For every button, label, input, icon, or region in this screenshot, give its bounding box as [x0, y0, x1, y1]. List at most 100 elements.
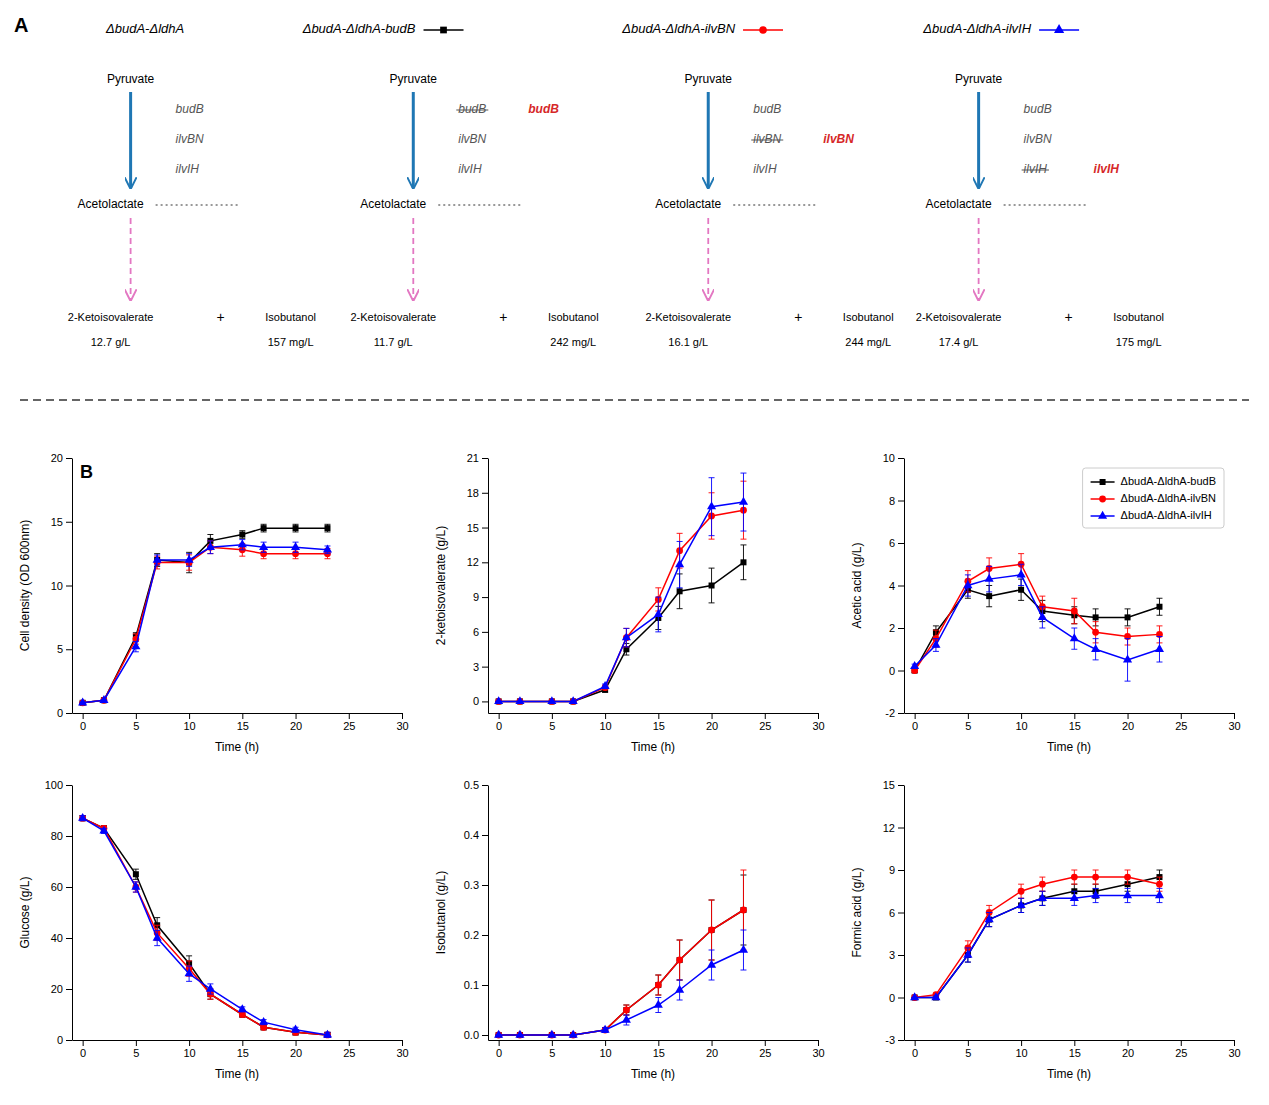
gene-label: ilvBN — [1024, 132, 1052, 146]
data-point — [323, 545, 332, 553]
tick: 6 — [889, 907, 904, 919]
tick: 0 — [496, 1040, 502, 1059]
tick: 18 — [467, 487, 488, 499]
gene-label: budB — [458, 102, 486, 116]
data-point — [547, 1030, 556, 1038]
series — [910, 888, 1164, 1000]
series — [910, 564, 1164, 681]
tick: 10 — [183, 713, 195, 732]
data-point — [1123, 890, 1132, 898]
tick-mark — [605, 1040, 606, 1046]
data-point — [239, 1012, 245, 1018]
legend-key-marker — [1098, 511, 1107, 519]
data-point — [654, 1000, 663, 1008]
series — [911, 870, 1163, 1001]
data-point — [239, 532, 245, 538]
x-axis-title: Time (h) — [215, 1067, 259, 1081]
tick-mark — [482, 701, 488, 702]
tick-mark — [482, 632, 488, 633]
tick: 0 — [57, 707, 72, 719]
tick: 10 — [883, 452, 904, 464]
dotted-link — [438, 205, 523, 206]
tick-mark — [1074, 1040, 1075, 1046]
axis: 0.00.10.20.30.40.5 — [464, 779, 489, 1041]
product-value: 244 mg/L — [845, 336, 891, 348]
metabolite: Pyruvate — [107, 72, 155, 86]
tick: 0 — [912, 1040, 918, 1059]
data-point — [1018, 888, 1025, 895]
tick-label: 30 — [396, 1047, 408, 1059]
error-bar — [655, 975, 661, 995]
axis: 051015202530 — [905, 1040, 1241, 1059]
series-line — [499, 910, 744, 1035]
legend-entry: ΔbudA-ΔldhA-ilvBN — [1121, 492, 1216, 504]
data-point — [238, 539, 247, 547]
tick: 15 — [51, 516, 72, 528]
series — [79, 541, 331, 706]
tick-label: 15 — [653, 720, 665, 732]
marks — [910, 554, 1164, 682]
plus-sign: + — [217, 309, 225, 325]
data-point — [185, 555, 194, 563]
data-point — [259, 542, 268, 550]
series-line — [499, 910, 744, 1035]
tick-mark — [66, 458, 72, 459]
tick: -2 — [885, 707, 904, 719]
tick-label: 15 — [883, 779, 895, 791]
tick-mark — [66, 586, 72, 587]
error-bar — [709, 568, 715, 603]
tick: 30 — [812, 1040, 824, 1059]
axis: -20246810 — [883, 452, 905, 719]
tick-label: 5 — [549, 720, 555, 732]
tick-mark — [242, 1040, 243, 1046]
data-point — [655, 982, 661, 988]
data-point — [1038, 612, 1047, 620]
data-point — [1039, 881, 1046, 888]
data-point — [324, 525, 330, 531]
tick-label: 8 — [889, 495, 895, 507]
series-line — [499, 510, 744, 701]
dotted-link — [733, 205, 818, 206]
tick: 100 — [45, 779, 72, 791]
tick-mark — [1181, 1040, 1182, 1046]
y-axis-title: Isobutanol (g/L) — [434, 871, 448, 954]
tick: 9 — [889, 864, 904, 876]
tick-mark — [898, 458, 904, 459]
legend: ΔbudA-ΔldhA-budBΔbudA-ΔldhA-ilvBNΔbudA-Δ… — [1083, 468, 1224, 528]
tick-mark — [482, 885, 488, 886]
tick-mark — [712, 1040, 713, 1046]
tick: 10 — [51, 580, 72, 592]
tick-label: 10 — [51, 580, 63, 592]
tick-mark — [898, 1040, 904, 1041]
tick-mark — [66, 989, 72, 990]
legend-key-marker — [1099, 496, 1106, 503]
tick: 0.1 — [464, 979, 488, 991]
product-name: 2-Ketoisovalerate — [645, 311, 731, 323]
error-bar — [677, 940, 683, 980]
tick-label: 20 — [706, 1047, 718, 1059]
series-line — [499, 562, 744, 701]
tick-mark — [1181, 713, 1182, 719]
tick-label: 5 — [965, 720, 971, 732]
tick: 30 — [396, 713, 408, 732]
legend-entry: ΔbudA-ΔldhA-ilvIH — [1121, 509, 1212, 521]
tick: 15 — [467, 522, 488, 534]
gene-label: ilvIH — [458, 162, 482, 176]
data-point — [206, 542, 215, 550]
data-point — [131, 641, 140, 649]
pathway-column: PyruvatebudBilvBNilvBNilvIHAcetolactate2… — [645, 72, 893, 348]
marks — [494, 473, 748, 705]
tick-label: 5 — [549, 1047, 555, 1059]
gene-label: ilvIH — [176, 162, 200, 176]
product-value: 175 mg/L — [1116, 336, 1162, 348]
x-axis-title: Time (h) — [215, 740, 259, 754]
product-name: Isobutanol — [548, 311, 599, 323]
tick-mark — [83, 713, 84, 719]
tick-mark — [349, 713, 350, 719]
data-point — [261, 1024, 267, 1030]
error-bar — [677, 940, 683, 980]
gene-label: budB — [1024, 102, 1052, 116]
error-bar — [740, 545, 746, 580]
tick-mark — [898, 998, 904, 999]
tick-label: 6 — [889, 537, 895, 549]
